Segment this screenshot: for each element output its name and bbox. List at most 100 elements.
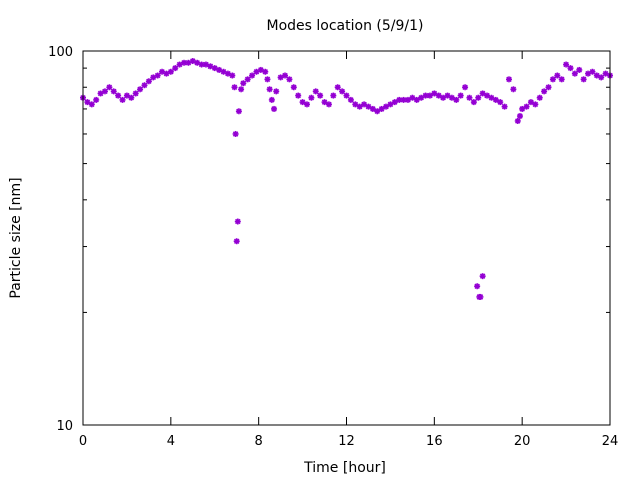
x-tick-label: 20	[514, 434, 531, 449]
data-point	[235, 108, 242, 115]
data-point	[198, 61, 205, 68]
data-point	[137, 86, 144, 93]
data-point	[571, 70, 578, 77]
data-point	[396, 96, 403, 103]
data-point	[352, 101, 359, 108]
x-tick-label: 8	[255, 434, 263, 449]
data-point	[128, 94, 135, 101]
data-point	[115, 92, 122, 99]
data-point	[334, 84, 341, 91]
data-point	[132, 90, 139, 97]
data-point	[516, 113, 523, 120]
data-point	[229, 72, 236, 79]
data-point	[317, 92, 324, 99]
data-point	[266, 86, 273, 93]
data-point	[347, 96, 354, 103]
y-axis-label: Particle size [nm]	[8, 177, 24, 298]
data-point	[497, 99, 504, 106]
data-point	[519, 105, 526, 112]
data-point	[589, 68, 596, 75]
data-point	[554, 72, 561, 79]
data-point	[93, 96, 100, 103]
data-point	[514, 117, 521, 124]
x-axis-label: Time [hour]	[303, 460, 386, 476]
data-point	[365, 103, 372, 110]
data-point	[167, 68, 174, 75]
chart-title: Modes location (5/9/1)	[267, 18, 424, 34]
data-point	[262, 68, 269, 75]
data-point	[563, 61, 570, 68]
data-point	[378, 105, 385, 112]
x-tick-label: 16	[426, 434, 443, 449]
x-tick-label: 0	[79, 434, 87, 449]
data-point	[271, 105, 278, 112]
data-point	[549, 76, 556, 83]
data-point	[567, 65, 574, 72]
data-point	[233, 238, 240, 245]
ticks-layer: 0 4 8 12 16 20 24 10 100	[48, 45, 618, 449]
data-point	[477, 293, 484, 300]
data-point	[268, 96, 275, 103]
data-point	[172, 65, 179, 72]
data-point	[244, 76, 251, 83]
data-point	[330, 92, 337, 99]
data-point	[295, 92, 302, 99]
data-point	[264, 76, 271, 83]
y-tick-label: 10	[56, 419, 73, 434]
data-point	[154, 72, 161, 79]
x-tick-label: 12	[338, 434, 355, 449]
data-point	[505, 76, 512, 83]
plot-frame	[82, 50, 611, 426]
data-point	[361, 101, 368, 108]
data-point	[580, 76, 587, 83]
data-point	[510, 86, 517, 93]
data-point	[418, 94, 425, 101]
data-point	[383, 103, 390, 110]
data-point	[232, 130, 239, 137]
data-point	[523, 103, 530, 110]
x-tick-label: 24	[602, 434, 619, 449]
data-point	[462, 84, 469, 91]
data-point	[343, 92, 350, 99]
data-point	[303, 101, 310, 108]
data-point	[141, 82, 148, 89]
data-point	[598, 74, 605, 81]
data-point	[339, 88, 346, 95]
data-point	[585, 70, 592, 77]
data-point	[308, 94, 315, 101]
data-point	[532, 101, 539, 108]
data-point	[374, 108, 381, 115]
data-point	[145, 78, 152, 85]
data-point	[536, 94, 543, 101]
data-point	[282, 72, 289, 79]
data-point	[231, 84, 238, 91]
data-point	[312, 88, 319, 95]
data-point	[234, 218, 241, 225]
data-point	[286, 76, 293, 83]
data-point	[238, 86, 245, 93]
y-tick-label: 100	[48, 45, 73, 60]
data-point	[88, 101, 95, 108]
data-point	[240, 80, 247, 87]
data-point	[470, 99, 477, 106]
data-point	[110, 88, 117, 95]
data-point	[356, 103, 363, 110]
data-point	[290, 84, 297, 91]
data-point	[501, 103, 508, 110]
data-point	[101, 88, 108, 95]
data-point	[576, 66, 583, 73]
data-point	[558, 76, 565, 83]
data-point	[119, 96, 126, 103]
data-point	[475, 94, 482, 101]
data-point	[453, 96, 460, 103]
data-point	[479, 273, 486, 280]
data-point	[541, 88, 548, 95]
data-point	[474, 283, 481, 290]
data-point	[457, 92, 464, 99]
data-point	[545, 84, 552, 91]
data-point	[466, 94, 473, 101]
x-tick-label: 4	[167, 434, 175, 449]
data-point	[325, 101, 332, 108]
data-point	[273, 88, 280, 95]
